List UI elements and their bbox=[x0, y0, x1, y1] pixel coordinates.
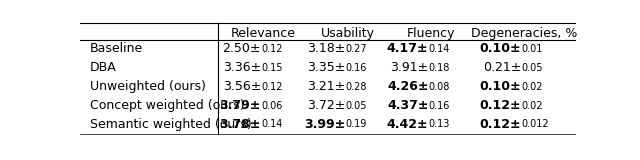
Text: 0.06: 0.06 bbox=[261, 100, 282, 111]
Text: 3.21±: 3.21± bbox=[307, 80, 346, 93]
Text: 0.05: 0.05 bbox=[346, 100, 367, 111]
Text: 0.12±: 0.12± bbox=[480, 99, 522, 112]
Text: 0.08: 0.08 bbox=[428, 82, 450, 92]
Text: 3.91±: 3.91± bbox=[390, 61, 428, 74]
Text: 4.37±: 4.37± bbox=[387, 99, 428, 112]
Text: 0.12±: 0.12± bbox=[480, 118, 522, 131]
Text: 3.78±: 3.78± bbox=[220, 118, 261, 131]
Text: 0.13: 0.13 bbox=[428, 119, 450, 129]
Text: 4.42±: 4.42± bbox=[387, 118, 428, 131]
Text: 0.02: 0.02 bbox=[522, 100, 543, 111]
Text: 0.28: 0.28 bbox=[346, 82, 367, 92]
Text: 4.17±: 4.17± bbox=[387, 42, 428, 56]
Text: 4.26±: 4.26± bbox=[387, 80, 428, 93]
Text: Relevance: Relevance bbox=[231, 28, 296, 40]
Text: 0.12: 0.12 bbox=[261, 44, 282, 54]
Text: 0.16: 0.16 bbox=[428, 100, 450, 111]
Text: Unweighted (ours): Unweighted (ours) bbox=[90, 80, 206, 93]
Text: 0.27: 0.27 bbox=[346, 44, 367, 54]
Text: 3.99±: 3.99± bbox=[304, 118, 346, 131]
Text: 0.14: 0.14 bbox=[428, 44, 450, 54]
Text: 3.18±: 3.18± bbox=[307, 42, 346, 56]
Text: 0.02: 0.02 bbox=[522, 82, 543, 92]
Text: 3.35±: 3.35± bbox=[307, 61, 346, 74]
Text: Degeneracies, %: Degeneracies, % bbox=[471, 28, 577, 40]
Text: 0.14: 0.14 bbox=[261, 119, 282, 129]
Text: 0.19: 0.19 bbox=[346, 119, 367, 129]
Text: Semantic weighted (ours): Semantic weighted (ours) bbox=[90, 118, 252, 131]
Text: Fluency: Fluency bbox=[406, 28, 455, 40]
Text: 0.10±: 0.10± bbox=[480, 80, 522, 93]
Text: Baseline: Baseline bbox=[90, 42, 143, 56]
Text: 3.79±: 3.79± bbox=[220, 99, 261, 112]
Text: Usability: Usability bbox=[321, 28, 375, 40]
Text: 3.36±: 3.36± bbox=[223, 61, 261, 74]
Text: 0.16: 0.16 bbox=[346, 63, 367, 73]
Text: 2.50±: 2.50± bbox=[223, 42, 261, 56]
Text: 0.15: 0.15 bbox=[261, 63, 282, 73]
Text: 0.05: 0.05 bbox=[522, 63, 543, 73]
Text: 0.01: 0.01 bbox=[522, 44, 543, 54]
Text: Concept weighted (ours): Concept weighted (ours) bbox=[90, 99, 244, 112]
Text: 3.72±: 3.72± bbox=[307, 99, 346, 112]
Text: 3.56±: 3.56± bbox=[223, 80, 261, 93]
Text: 0.21±: 0.21± bbox=[483, 61, 522, 74]
Text: DBA: DBA bbox=[90, 61, 116, 74]
Text: 0.10±: 0.10± bbox=[480, 42, 522, 56]
Text: 0.18: 0.18 bbox=[428, 63, 450, 73]
Text: 0.012: 0.012 bbox=[522, 119, 549, 129]
Text: 0.12: 0.12 bbox=[261, 82, 282, 92]
